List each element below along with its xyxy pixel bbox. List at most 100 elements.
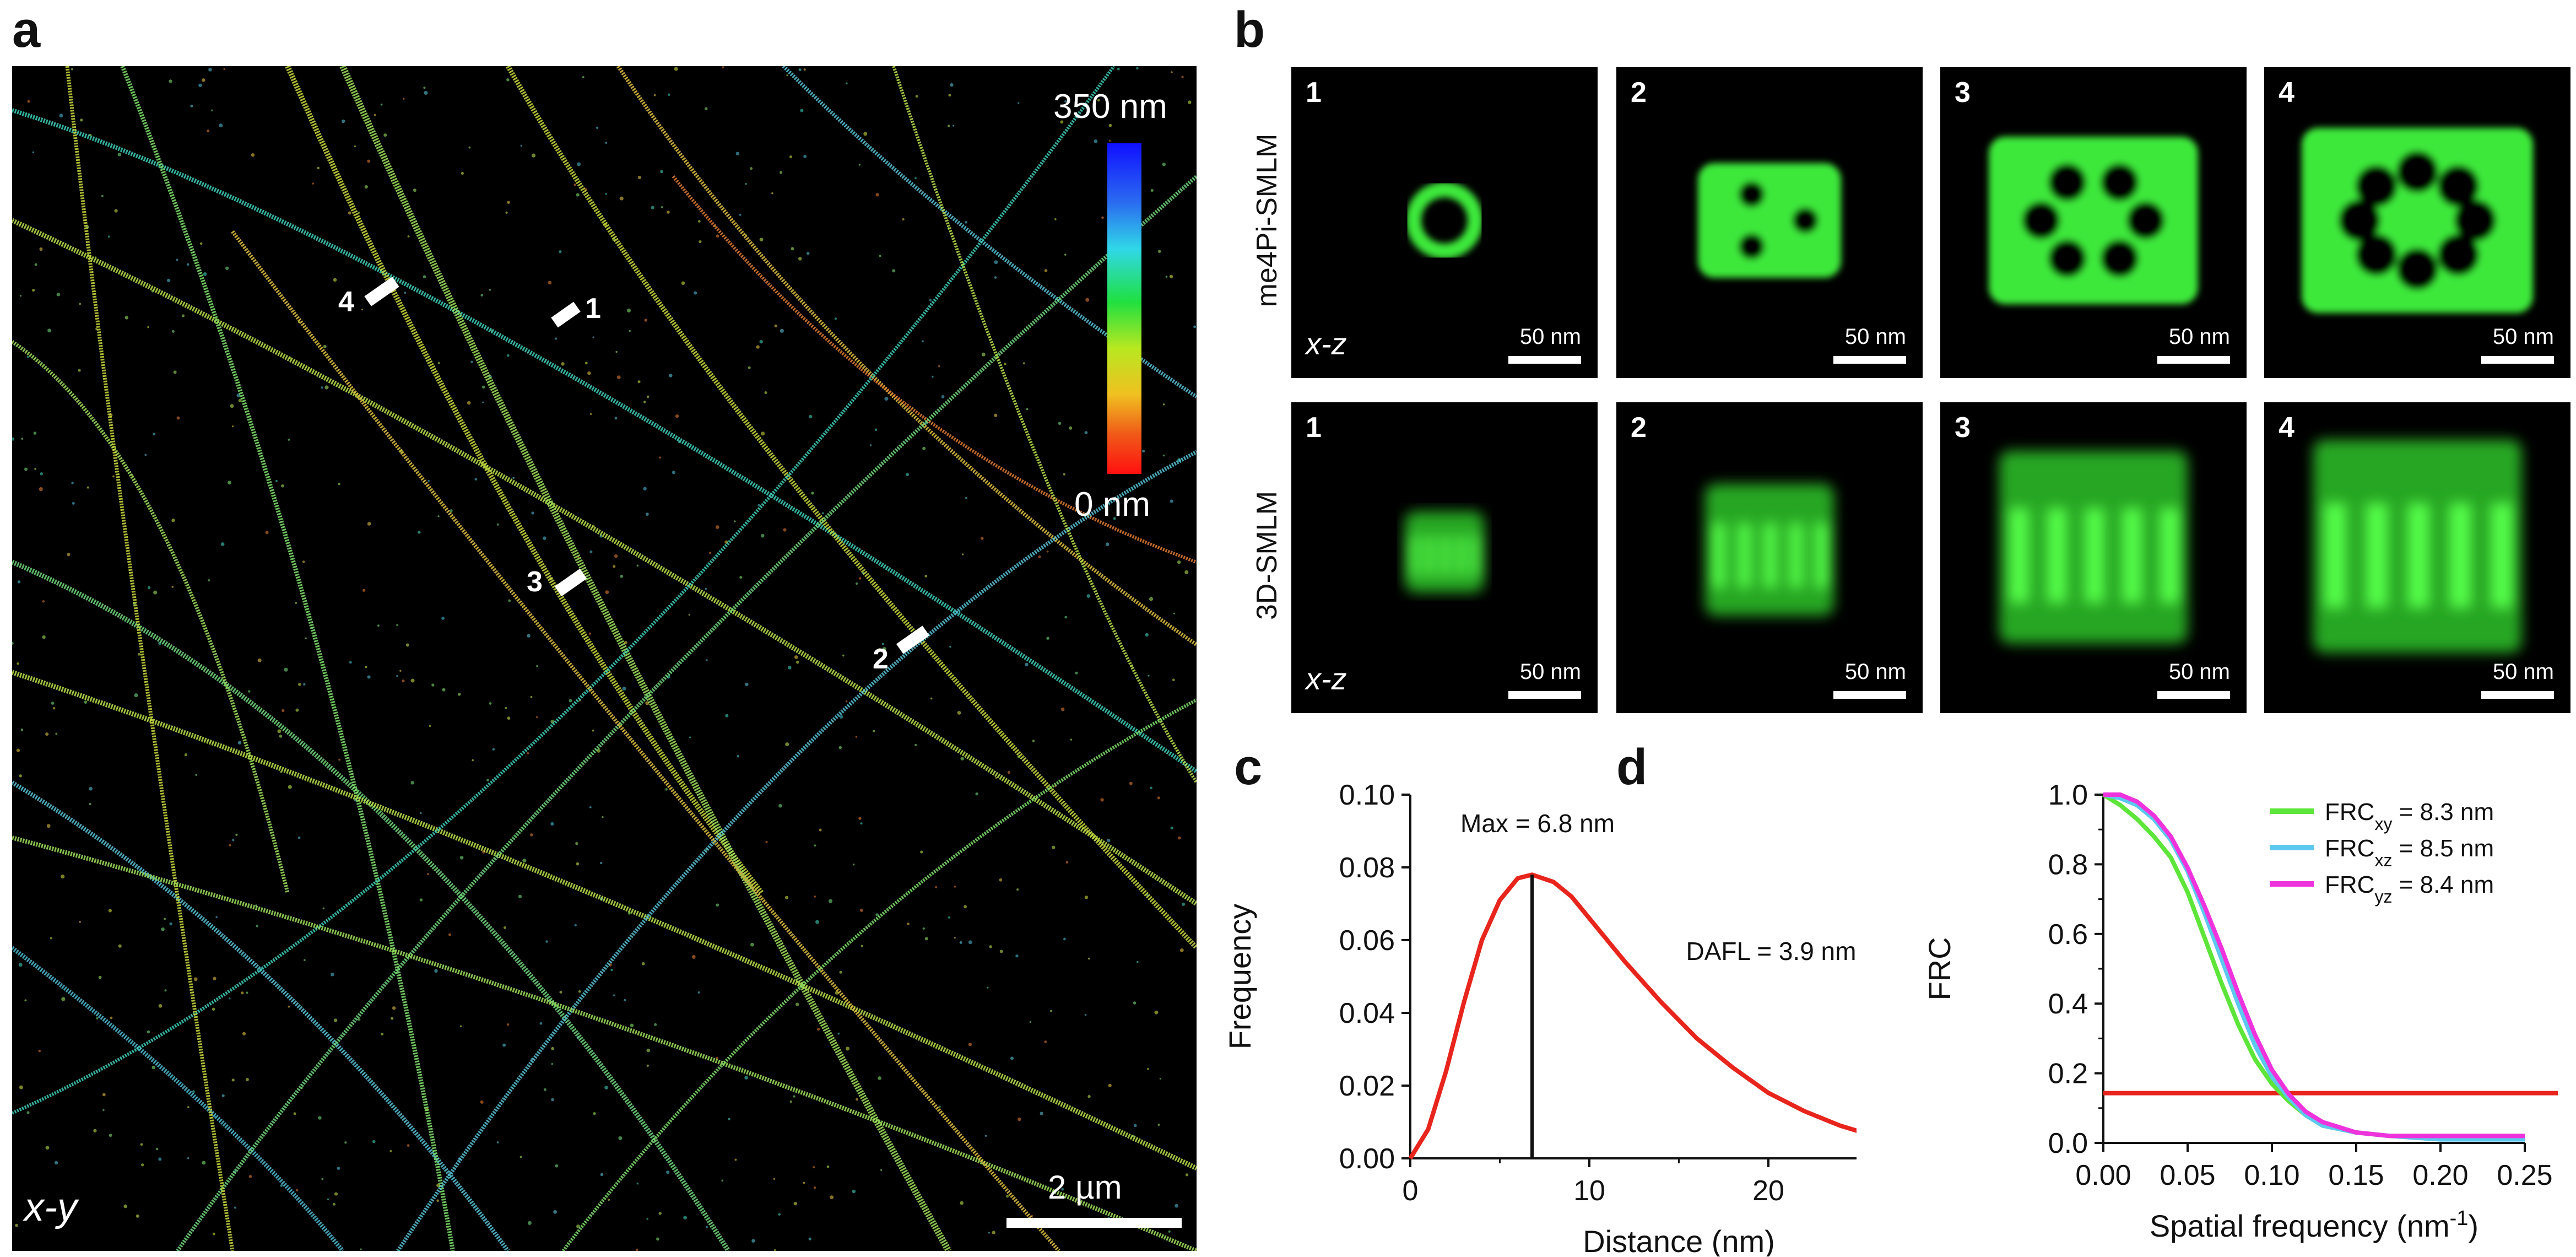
x-tick-label: 0 — [1403, 1175, 1419, 1207]
panel-letter-c: c — [1234, 739, 1263, 795]
series-line-1 — [1408, 872, 1857, 1160]
x-tick-label: 10 — [1573, 1175, 1605, 1207]
tile-structure — [1999, 451, 2188, 644]
y-tick-label: 0.6 — [2048, 919, 2088, 951]
marker-1-label: 1 — [585, 293, 601, 325]
series-line-yz — [2103, 792, 2525, 1139]
panel-letter-d: d — [1616, 739, 1648, 795]
tile-scalebar — [2481, 356, 2554, 364]
tile-number: 4 — [2279, 412, 2294, 444]
marker-3-label: 3 — [527, 566, 543, 598]
fiber-10 — [616, 66, 1197, 646]
y-axis-label: Frequency — [1229, 904, 1257, 1050]
tile-structure — [1698, 163, 1841, 278]
fiber-14 — [12, 670, 1197, 1171]
tile-structure — [2302, 128, 2533, 313]
y-tick-label: 1.0 — [2048, 779, 2088, 811]
fiber-9 — [506, 66, 1197, 950]
fiber-11 — [672, 175, 1197, 564]
legend-label-xy: FRCxy = 8.3 nm — [2325, 799, 2494, 834]
x-axis-label: Spatial frequency (nm-1) — [2150, 1207, 2478, 1243]
scalebar — [1006, 1218, 1182, 1228]
fiber-22 — [561, 698, 1197, 1251]
x-axis-label: Distance (nm) — [1583, 1224, 1775, 1256]
scalebar-label: 2 µm — [1048, 1169, 1122, 1206]
fiber-1 — [12, 108, 1197, 774]
fiber-18 — [65, 66, 235, 1251]
tile-scalebar — [1508, 691, 1581, 699]
panel-letter-b: b — [1234, 2, 1265, 58]
tile-scalebar — [1833, 691, 1906, 699]
legend-label-yz: FRCyz = 8.4 nm — [2325, 871, 2494, 907]
depth-colorbar — [1107, 143, 1141, 474]
colorbar-bottom-label: 0 nm — [1074, 485, 1150, 524]
x-tick-label: 0.20 — [2412, 1159, 2468, 1191]
x-tick-label: 0.15 — [2328, 1159, 2384, 1191]
tile-scalebar-label: 50 nm — [2168, 325, 2230, 349]
microtubule-fibers — [12, 66, 1197, 1251]
panel-letter-a: a — [12, 2, 41, 58]
tile-scalebar — [2481, 691, 2554, 699]
tile-number: 3 — [1955, 412, 1971, 444]
tile-number: 1 — [1306, 77, 1322, 109]
marker-4-label: 4 — [338, 286, 354, 318]
tile-scalebar-label: 50 nm — [1519, 325, 1581, 349]
fiber-6 — [12, 780, 510, 1251]
x-tick-label: 0.05 — [2160, 1159, 2215, 1191]
tile-number: 3 — [1955, 77, 1971, 109]
y-tick-label: 0.4 — [2048, 988, 2088, 1020]
fiber-2 — [12, 218, 1197, 906]
tile-number: 4 — [2279, 77, 2294, 109]
y-tick-label: 0.06 — [1339, 925, 1395, 957]
panel-d-chart: 0.0 0.2 0.4 0.6 0.8 1.0 0.00 0.05 0.10 0.15 0.20 0.… — [1922, 779, 2558, 1243]
tile-structure — [1989, 137, 2198, 304]
fiber-20 — [12, 835, 1197, 1251]
dafl-annotation: DAFL = 3.9 nm — [1686, 937, 1857, 965]
tile-number: 1 — [1306, 412, 1322, 444]
row-label-3dsmlm: 3D-SMLM — [1251, 490, 1283, 621]
fiber-5 — [12, 559, 730, 1251]
tile-row1-3: 3 50 nm — [1940, 67, 2247, 378]
tile-structure — [1406, 182, 1483, 259]
y-tick-label: 0.10 — [1339, 779, 1395, 811]
fiber-16 — [396, 450, 1197, 1251]
x-tick-label: 0.00 — [2075, 1159, 2131, 1191]
tile-row1-2: 2 50 nm — [1616, 67, 1923, 378]
x-tick-label: 0.25 — [2497, 1159, 2552, 1191]
legend-label-xz: FRCxz = 8.5 nm — [2325, 835, 2494, 870]
fiber-7 — [12, 946, 345, 1251]
y-axis-label: FRC — [1922, 937, 1957, 1000]
y-tick-label: 0.04 — [1339, 997, 1395, 1029]
tile-scalebar-label: 50 nm — [1844, 660, 1906, 684]
tile-row2-1: 1 x-z 50 nm — [1291, 402, 1598, 713]
fiber-3 — [285, 66, 764, 895]
tile-scalebar — [2157, 691, 2230, 699]
tile-number: 2 — [1631, 77, 1647, 109]
tile-structure — [1405, 511, 1484, 593]
panel-c-chart: 0.000.020.040.060.080.100102030Distance … — [1229, 779, 1857, 1256]
fiber-15 — [176, 175, 1197, 1251]
tile-number: 2 — [1631, 412, 1647, 444]
x-tick-label: 0.10 — [2244, 1159, 2299, 1191]
plane-label-xy: x-y — [24, 1185, 77, 1229]
tile-scalebar — [1508, 356, 1581, 364]
y-tick-label: 0.2 — [2048, 1058, 2088, 1090]
tile-structure — [1705, 484, 1834, 616]
fiber-17 — [12, 66, 1116, 1115]
tile-scalebar-label: 50 nm — [2168, 660, 2230, 684]
fiber-21 — [231, 230, 1060, 1251]
y-tick-label: 0.08 — [1339, 852, 1395, 884]
tile-row2-3: 3 50 nm — [1940, 402, 2247, 713]
tile-scalebar — [1833, 356, 1906, 364]
tile-scalebar-label: 50 nm — [2492, 325, 2554, 349]
y-tick-label: 0.0 — [2048, 1127, 2088, 1159]
fiber-4 — [339, 66, 952, 1251]
y-tick-label: 0.02 — [1339, 1070, 1395, 1102]
tile-row2-2: 2 50 nm — [1616, 402, 1923, 713]
tile-scalebar-label: 50 nm — [1844, 325, 1906, 349]
tile-row1-4: 4 50 nm — [2264, 67, 2570, 378]
plane-label-xz: x-z — [1306, 326, 1347, 361]
tile-scalebar-label: 50 nm — [1519, 660, 1581, 684]
fiber-13 — [12, 340, 290, 893]
